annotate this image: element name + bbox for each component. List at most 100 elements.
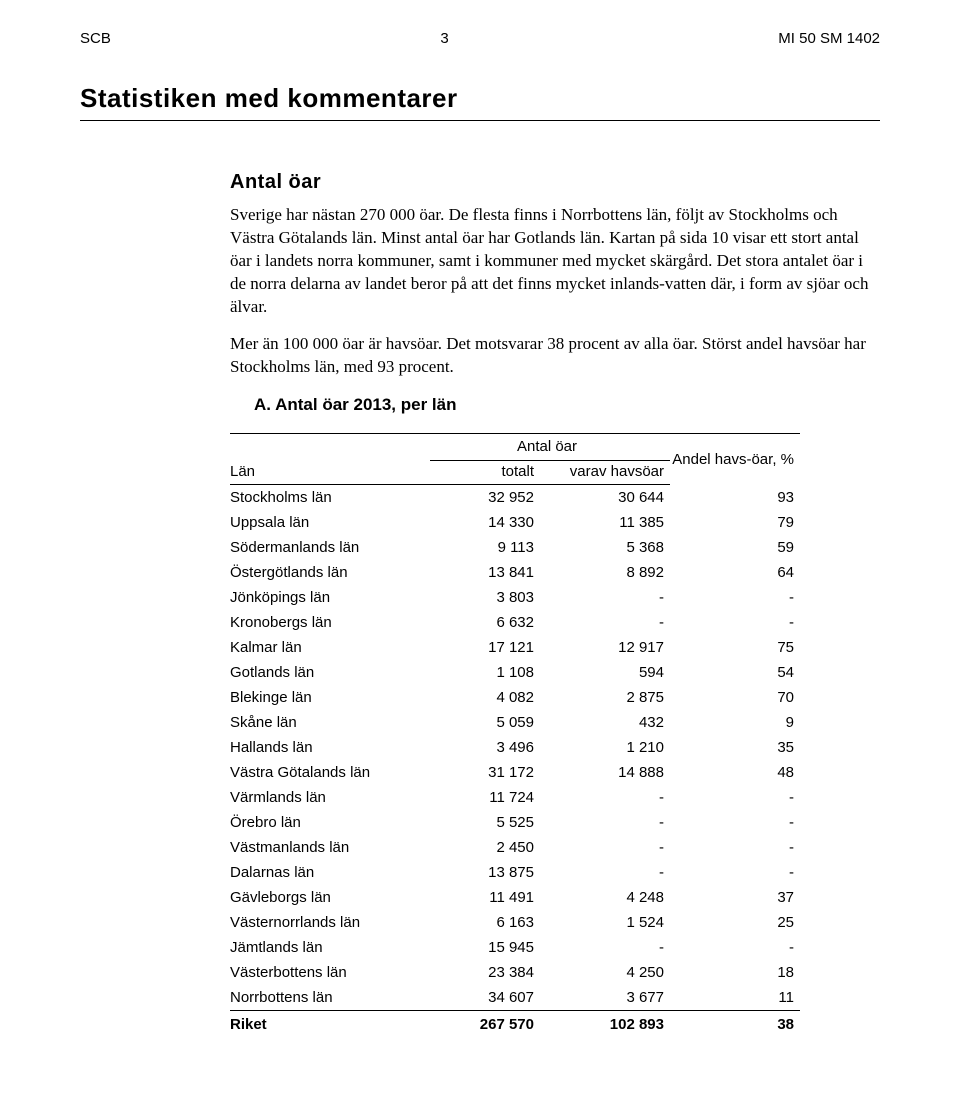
row-havsoar: 5 368 — [540, 535, 670, 560]
row-andel: - — [670, 935, 800, 960]
table-row: Västra Götalands län31 17214 88848 — [230, 760, 800, 785]
row-label: Kalmar län — [230, 635, 430, 660]
row-totalt: 15 945 — [430, 935, 540, 960]
row-andel: - — [670, 860, 800, 885]
row-totalt: 23 384 — [430, 960, 540, 985]
table-row: Blekinge län4 0822 87570 — [230, 685, 800, 710]
row-andel: - — [670, 610, 800, 635]
row-label: Dalarnas län — [230, 860, 430, 885]
row-label: Gävleborgs län — [230, 885, 430, 910]
row-andel: - — [670, 785, 800, 810]
table-row: Hallands län3 4961 21035 — [230, 735, 800, 760]
row-label: Hallands län — [230, 735, 430, 760]
row-havsoar: 1 524 — [540, 910, 670, 935]
table-total-row: Riket267 570102 89338 — [230, 1011, 800, 1038]
content-area: Antal öar Sverige har nästan 270 000 öar… — [80, 171, 880, 1037]
row-label: Västernorrlands län — [230, 910, 430, 935]
row-havsoar: 30 644 — [540, 485, 670, 511]
table-col-andel: Andel havs-öar, % — [670, 433, 800, 485]
table-title: A. Antal öar 2013, per län — [254, 395, 880, 415]
row-label: Södermanlands län — [230, 535, 430, 560]
row-havsoar: - — [540, 810, 670, 835]
row-andel: 54 — [670, 660, 800, 685]
table-row: Västerbottens län23 3844 25018 — [230, 960, 800, 985]
table-col-label: Län — [230, 461, 430, 485]
row-andel: 79 — [670, 510, 800, 535]
row-totalt: 11 491 — [430, 885, 540, 910]
row-label: Norrbottens län — [230, 985, 430, 1011]
title-rule — [80, 120, 880, 121]
paragraph: Sverige har nästan 270 000 öar. De flest… — [230, 204, 880, 319]
row-label: Västra Götalands län — [230, 760, 430, 785]
row-label: Blekinge län — [230, 685, 430, 710]
row-totalt: 3 803 — [430, 585, 540, 610]
row-andel: - — [670, 835, 800, 860]
table-row: Skåne län5 0594329 — [230, 710, 800, 735]
row-havsoar: 594 — [540, 660, 670, 685]
row-label: Skåne län — [230, 710, 430, 735]
table-row: Stockholms län32 95230 64493 — [230, 485, 800, 511]
section-heading: Antal öar — [230, 171, 880, 194]
row-havsoar: 14 888 — [540, 760, 670, 785]
table-row: Norrbottens län34 6073 67711 — [230, 985, 800, 1011]
row-havsoar: 8 892 — [540, 560, 670, 585]
row-totalt: 6 632 — [430, 610, 540, 635]
row-totalt: 32 952 — [430, 485, 540, 511]
table-row: Västmanlands län2 450-- — [230, 835, 800, 860]
table-body: Stockholms län32 95230 64493Uppsala län1… — [230, 485, 800, 1038]
row-andel: 35 — [670, 735, 800, 760]
row-totalt: 3 496 — [430, 735, 540, 760]
header-center: 3 — [440, 30, 448, 47]
table-row: Jämtlands län15 945-- — [230, 935, 800, 960]
total-havsoar: 102 893 — [540, 1011, 670, 1038]
row-havsoar: 2 875 — [540, 685, 670, 710]
row-andel: 18 — [670, 960, 800, 985]
row-totalt: 14 330 — [430, 510, 540, 535]
row-label: Gotlands län — [230, 660, 430, 685]
running-header: SCB 3 MI 50 SM 1402 — [80, 30, 880, 47]
row-label: Västerbottens län — [230, 960, 430, 985]
row-label: Västmanlands län — [230, 835, 430, 860]
row-havsoar: 4 250 — [540, 960, 670, 985]
islands-table: Antal öar Andel havs-öar, % Län totalt v… — [230, 433, 800, 1038]
row-andel: 75 — [670, 635, 800, 660]
row-havsoar: - — [540, 785, 670, 810]
row-havsoar: 4 248 — [540, 885, 670, 910]
paragraph: Mer än 100 000 öar är havsöar. Det motsv… — [230, 333, 880, 379]
table-col-totalt: totalt — [430, 461, 540, 485]
row-andel: 64 — [670, 560, 800, 585]
table-row: Västernorrlands län6 1631 52425 — [230, 910, 800, 935]
row-label: Stockholms län — [230, 485, 430, 511]
total-totalt: 267 570 — [430, 1011, 540, 1038]
row-label: Örebro län — [230, 810, 430, 835]
row-havsoar: - — [540, 585, 670, 610]
row-label: Jönköpings län — [230, 585, 430, 610]
table-col-havsoar: varav havsöar — [540, 461, 670, 485]
row-havsoar: 11 385 — [540, 510, 670, 535]
row-totalt: 2 450 — [430, 835, 540, 860]
table-row: Östergötlands län13 8418 89264 — [230, 560, 800, 585]
row-label: Uppsala län — [230, 510, 430, 535]
row-havsoar: - — [540, 610, 670, 635]
row-totalt: 4 082 — [430, 685, 540, 710]
row-totalt: 5 525 — [430, 810, 540, 835]
row-andel: 70 — [670, 685, 800, 710]
row-totalt: 5 059 — [430, 710, 540, 735]
row-totalt: 1 108 — [430, 660, 540, 685]
header-right: MI 50 SM 1402 — [778, 30, 880, 47]
row-label: Östergötlands län — [230, 560, 430, 585]
row-totalt: 13 841 — [430, 560, 540, 585]
row-label: Kronobergs län — [230, 610, 430, 635]
table-row: Uppsala län14 33011 38579 — [230, 510, 800, 535]
row-andel: 25 — [670, 910, 800, 935]
row-andel: 11 — [670, 985, 800, 1011]
header-left: SCB — [80, 30, 111, 47]
row-totalt: 9 113 — [430, 535, 540, 560]
table-row: Örebro län5 525-- — [230, 810, 800, 835]
row-havsoar: - — [540, 835, 670, 860]
table-row: Kronobergs län6 632-- — [230, 610, 800, 635]
table-row: Gotlands län1 10859454 — [230, 660, 800, 685]
row-havsoar: - — [540, 935, 670, 960]
row-andel: 9 — [670, 710, 800, 735]
row-havsoar: 432 — [540, 710, 670, 735]
